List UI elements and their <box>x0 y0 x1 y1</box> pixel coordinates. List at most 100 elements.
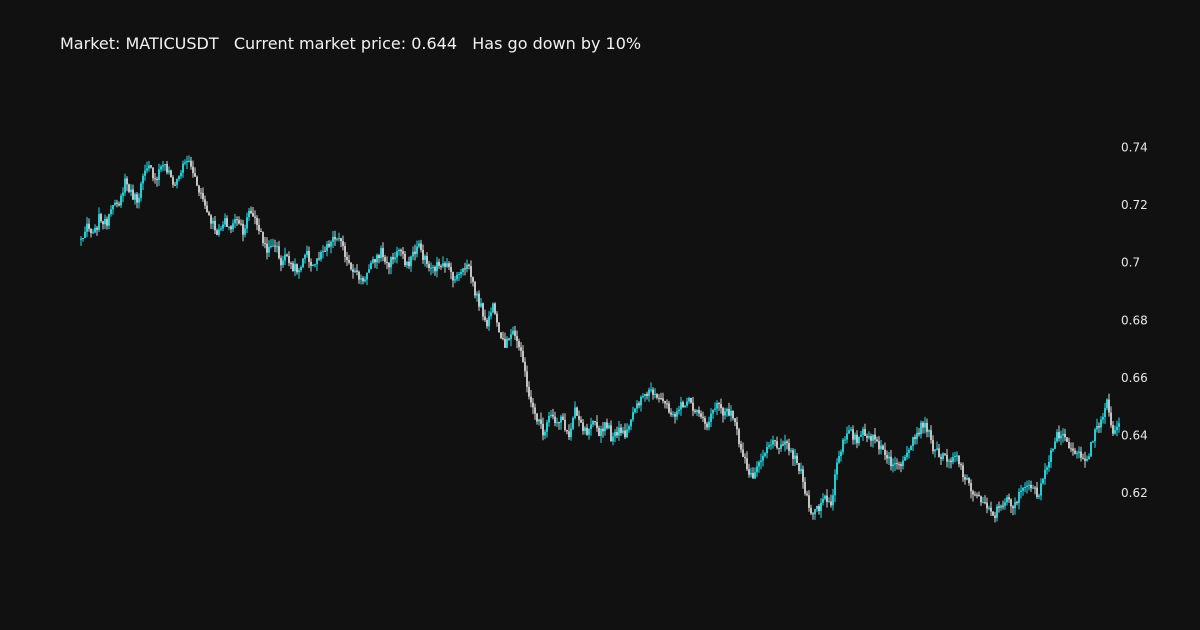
chart-title: Market: MATICUSDT Current market price: … <box>60 34 642 53</box>
candle-body <box>278 246 280 259</box>
candle <box>396 246 398 264</box>
candle <box>422 244 424 264</box>
candle-body <box>366 272 368 280</box>
candle-body <box>282 260 284 266</box>
candle <box>602 421 604 438</box>
candle <box>584 426 586 435</box>
candle <box>198 184 200 196</box>
candle <box>588 428 590 440</box>
candle-body <box>1054 441 1056 449</box>
candle-body <box>630 419 632 427</box>
candle-body <box>776 441 778 448</box>
candle-body <box>1108 399 1110 413</box>
candle-body <box>214 220 216 231</box>
candle <box>906 446 908 460</box>
candle <box>882 444 884 450</box>
candle-body <box>740 443 742 450</box>
candle <box>472 276 474 287</box>
candle-body <box>424 255 426 260</box>
candle-body <box>792 450 794 459</box>
candle-body <box>1086 458 1088 461</box>
candle-body <box>748 469 750 475</box>
candle-body <box>456 274 458 280</box>
candle <box>232 219 234 233</box>
candle-body <box>110 209 112 215</box>
y-tick-label: 0.62 <box>1121 486 1148 500</box>
candle <box>518 338 520 351</box>
candle-body <box>182 163 184 173</box>
candle-body <box>508 338 510 340</box>
candle <box>876 436 878 443</box>
candle <box>822 493 824 506</box>
candle-body <box>120 195 122 206</box>
candle-body <box>186 161 188 163</box>
candle-body <box>1006 497 1008 503</box>
candle <box>814 508 816 520</box>
y-tick-label: 0.66 <box>1121 371 1148 385</box>
candle <box>722 406 724 423</box>
candle-body <box>1116 426 1118 431</box>
candle-body <box>628 426 630 430</box>
candle-body <box>1088 456 1090 459</box>
candle-body <box>626 429 628 438</box>
candle-body <box>610 425 612 442</box>
candle <box>292 261 294 272</box>
candle-body <box>712 409 714 414</box>
candle <box>582 418 584 435</box>
candle-body <box>608 425 610 429</box>
candle-body <box>826 495 828 503</box>
candle-body <box>1082 457 1084 459</box>
candle <box>1026 480 1028 494</box>
candle <box>1014 497 1016 515</box>
candle-body <box>158 169 160 181</box>
candle-body <box>946 454 948 462</box>
candle-body <box>318 258 320 260</box>
candle <box>1062 428 1064 443</box>
candle <box>1076 450 1078 459</box>
candle <box>710 408 712 428</box>
candle <box>448 261 450 271</box>
candle-body <box>1036 487 1038 497</box>
candle-body <box>854 434 856 440</box>
candle <box>630 419 632 431</box>
candle <box>846 426 848 444</box>
candle <box>202 187 204 202</box>
candle-body <box>744 456 746 459</box>
candle-body <box>724 411 726 416</box>
candle-body <box>596 421 598 428</box>
candle-body <box>958 455 960 465</box>
candle <box>492 302 494 314</box>
candle-body <box>324 250 326 252</box>
candle-body <box>732 410 734 419</box>
candle <box>480 297 482 308</box>
candle <box>490 307 492 320</box>
candle <box>140 181 142 202</box>
candle-body <box>674 414 676 417</box>
candle <box>106 216 108 230</box>
candle <box>348 254 350 265</box>
candle-body <box>688 397 690 402</box>
candle <box>658 394 660 403</box>
candle-body <box>442 263 444 267</box>
candle <box>160 164 162 173</box>
candle <box>650 382 652 393</box>
candle-body <box>1106 399 1108 409</box>
candle-body <box>576 407 578 416</box>
candle-body <box>248 210 250 218</box>
candle <box>458 271 460 282</box>
candle <box>166 160 168 175</box>
candle-body <box>226 218 228 227</box>
candle <box>782 440 784 447</box>
candle-body <box>766 446 768 454</box>
candle-body <box>432 267 434 269</box>
candle <box>1080 446 1082 462</box>
candle <box>450 262 452 280</box>
candle-body <box>310 261 312 266</box>
candle-body <box>994 515 996 518</box>
candle-body <box>992 511 994 516</box>
candle <box>836 458 838 480</box>
candle-body <box>532 402 534 408</box>
candle <box>346 251 348 266</box>
candle-body <box>252 213 254 217</box>
candle <box>842 437 844 455</box>
